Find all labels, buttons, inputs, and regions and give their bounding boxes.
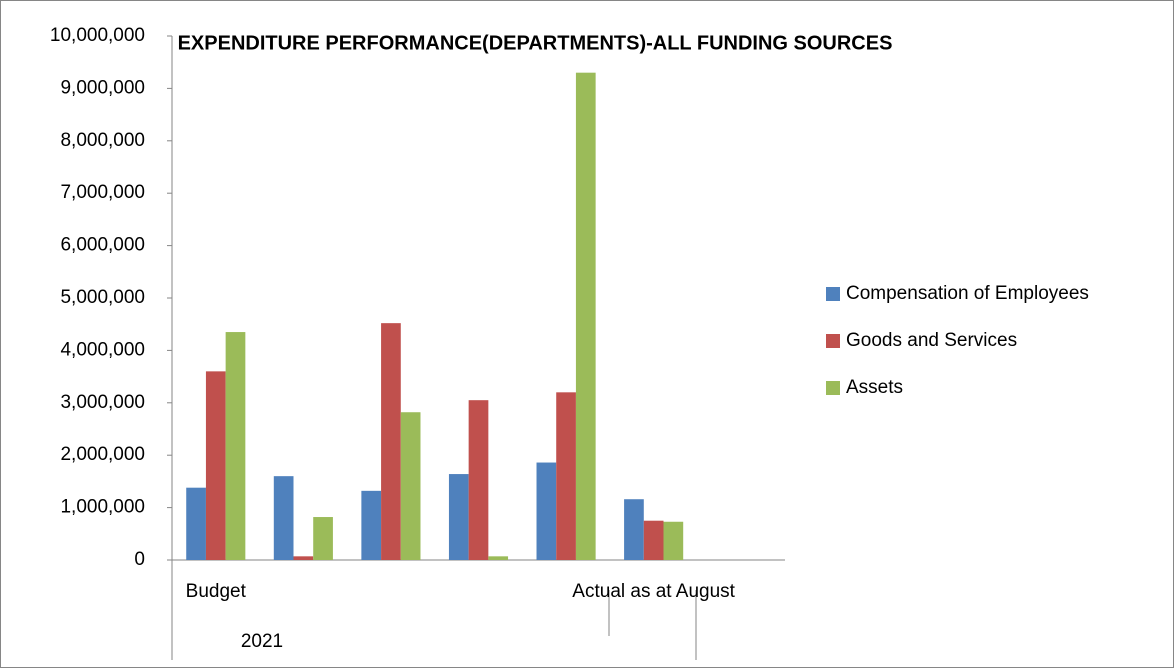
legend-label: Goods and Services bbox=[846, 330, 1017, 351]
x-tick-label: Budget bbox=[186, 581, 247, 602]
x-group-label: 2021 bbox=[241, 631, 283, 652]
y-tick-label: 7,000,000 bbox=[60, 182, 145, 203]
bar bbox=[293, 556, 314, 560]
bar bbox=[225, 332, 246, 560]
bar bbox=[663, 521, 684, 560]
x-tick-label: Actual as at August bbox=[572, 581, 735, 602]
bar bbox=[575, 72, 596, 561]
bar bbox=[448, 474, 469, 560]
bar bbox=[205, 371, 226, 560]
bar bbox=[361, 490, 382, 560]
bar bbox=[624, 499, 644, 560]
legend-label: Compensation of Employees bbox=[846, 283, 1089, 304]
bar bbox=[556, 392, 576, 560]
bar bbox=[536, 462, 557, 560]
legend-swatch bbox=[826, 287, 840, 301]
y-tick-label: 8,000,000 bbox=[60, 130, 145, 151]
y-tick-label: 2,000,000 bbox=[60, 444, 145, 465]
y-tick-label: 1,000,000 bbox=[60, 497, 145, 518]
bar bbox=[313, 517, 333, 560]
y-tick-label: 5,000,000 bbox=[60, 287, 145, 308]
y-tick-label: 0 bbox=[134, 549, 145, 570]
y-tick-label: 6,000,000 bbox=[60, 235, 145, 256]
legend-swatch bbox=[826, 334, 840, 348]
bar bbox=[400, 412, 421, 560]
bar bbox=[468, 400, 489, 560]
y-tick-label: 9,000,000 bbox=[60, 77, 145, 98]
y-tick-label: 4,000,000 bbox=[60, 339, 145, 360]
bar bbox=[488, 556, 509, 560]
y-tick-label: 3,000,000 bbox=[60, 392, 145, 413]
y-tick-label: 10,000,000 bbox=[50, 25, 145, 46]
legend-swatch bbox=[826, 381, 840, 395]
bar bbox=[381, 323, 401, 560]
bar bbox=[186, 487, 206, 560]
bar bbox=[273, 476, 294, 560]
chart-title: EXPENDITURE PERFORMANCE(DEPARTMENTS)-ALL… bbox=[178, 32, 893, 54]
bar bbox=[643, 520, 664, 560]
legend-label: Assets bbox=[846, 377, 903, 398]
